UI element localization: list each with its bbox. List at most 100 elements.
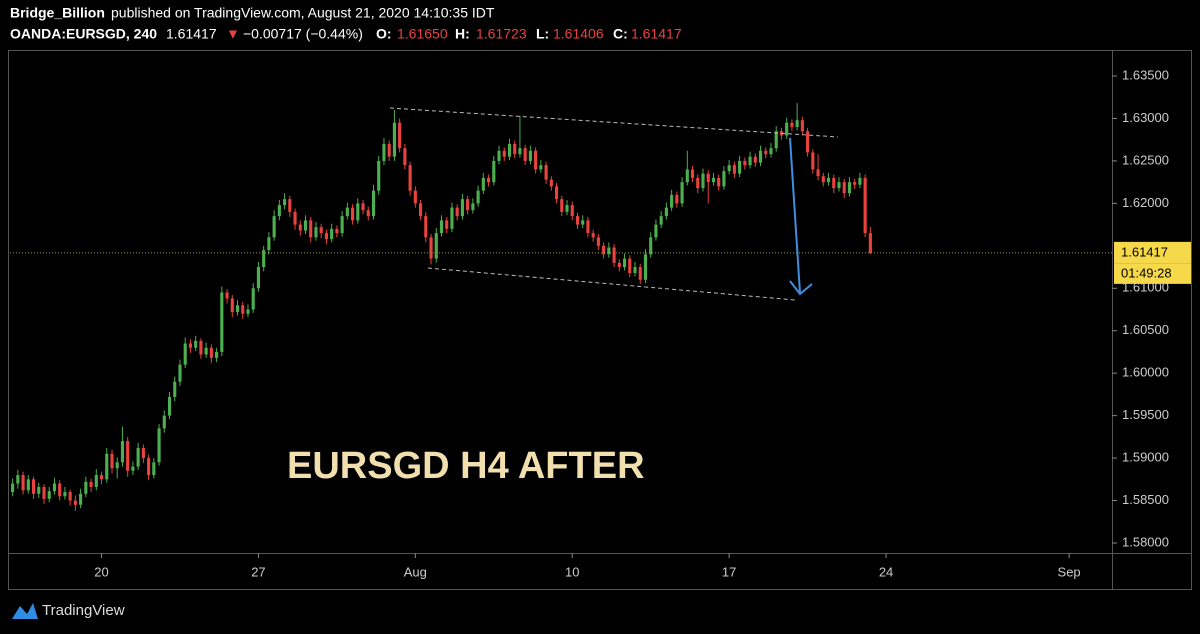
candle-body <box>152 462 156 476</box>
candle-body <box>560 199 564 212</box>
change: −0.00717 (−0.44%) <box>243 26 363 42</box>
candle-body <box>371 190 376 217</box>
candle-body <box>785 122 789 136</box>
open-label: O: <box>376 26 392 42</box>
candle-body <box>863 177 867 234</box>
candle-body <box>293 211 297 225</box>
candle-body <box>277 205 281 217</box>
candle-body <box>162 415 166 429</box>
candle-body <box>126 441 130 471</box>
x-tick-label: 10 <box>565 564 579 579</box>
candle-body <box>800 120 804 132</box>
candle-body <box>309 220 313 238</box>
low-label: L: <box>536 26 549 42</box>
candle-body <box>486 177 491 183</box>
close-label: C: <box>613 26 628 42</box>
candle-body <box>403 148 407 166</box>
candle-body <box>680 182 684 204</box>
candle-body <box>664 207 668 217</box>
x-tick-label: Aug <box>404 564 427 579</box>
candle-body <box>314 227 318 238</box>
candle-body <box>832 177 836 189</box>
x-tick-label: 24 <box>879 564 893 579</box>
candle-body <box>732 165 736 174</box>
candle-body <box>220 292 224 352</box>
candle-body <box>685 169 689 183</box>
annotation: EURSGD H4 AFTER <box>287 445 645 487</box>
candle-body <box>340 216 344 234</box>
y-tick-label: 1.60000 <box>1122 365 1169 380</box>
candle-body <box>539 165 543 170</box>
candle-body <box>429 237 433 259</box>
y-tick-label: 1.60500 <box>1122 322 1169 337</box>
candle-body <box>858 177 862 185</box>
candle-body <box>492 160 496 183</box>
candle-body <box>31 479 36 494</box>
candle-body <box>351 207 355 221</box>
candle-body <box>272 216 276 238</box>
candle-body <box>795 120 799 127</box>
candle-body <box>408 165 412 191</box>
candle-body <box>335 228 339 234</box>
x-tick-label: 17 <box>722 564 736 579</box>
candle-body <box>507 143 512 157</box>
candle-body <box>711 177 716 183</box>
candle-body <box>821 176 825 183</box>
candle-body <box>141 447 145 459</box>
candle-body <box>188 343 193 348</box>
arrow <box>789 137 813 296</box>
candle-body <box>497 150 501 161</box>
candle-body <box>131 466 135 471</box>
candle-body <box>811 152 815 170</box>
candle-body <box>157 428 161 463</box>
candle-body <box>591 233 595 238</box>
candle-body <box>16 475 20 484</box>
candle-body <box>738 160 742 174</box>
candle-body <box>575 216 580 225</box>
candle-body <box>670 194 674 208</box>
candle-body <box>466 199 470 211</box>
candle-body <box>366 210 370 217</box>
candle-body <box>633 267 637 273</box>
high-value: 1.61723 <box>476 26 527 42</box>
y-tick-label: 1.58000 <box>1122 534 1169 549</box>
published: published on TradingView.com, August 21,… <box>111 5 495 21</box>
candle-body <box>481 177 485 191</box>
candle-body <box>586 220 590 234</box>
open-value: 1.61650 <box>397 26 448 42</box>
candle-body <box>523 148 527 161</box>
candle-body <box>502 150 506 157</box>
y-tick-label: 1.58500 <box>1122 492 1169 507</box>
candle-body <box>79 493 83 505</box>
chart-frame <box>8 50 1192 590</box>
candle-body <box>717 177 721 187</box>
y-tick-label: 1.62000 <box>1122 195 1169 210</box>
candle-body <box>424 216 428 238</box>
candle-body <box>84 481 88 494</box>
candle-body <box>581 220 585 225</box>
candle-body <box>868 233 872 253</box>
candle-body <box>847 182 852 194</box>
candle-body <box>413 190 417 204</box>
candle-body <box>727 165 731 172</box>
candle-body <box>837 182 841 189</box>
candle-body <box>183 343 187 365</box>
candle-body <box>549 179 553 187</box>
y-tick-label: 1.59000 <box>1122 450 1169 465</box>
candle-body <box>643 254 648 280</box>
candle-body <box>345 207 349 217</box>
candle-body <box>544 165 548 180</box>
candle-body <box>816 169 820 177</box>
candle-body <box>758 150 763 163</box>
candle-body <box>570 205 574 217</box>
plot-area <box>10 103 1112 511</box>
candle-body <box>439 220 444 234</box>
candle-body <box>204 347 208 355</box>
price-tag-box <box>1114 241 1191 264</box>
candle-body <box>722 171 726 187</box>
candle-body <box>596 237 600 246</box>
low-value: 1.61406 <box>553 26 604 42</box>
high-label: H: <box>455 26 470 42</box>
y-tick-label: 1.63000 <box>1122 110 1169 125</box>
x-tick-label: 20 <box>94 564 108 579</box>
